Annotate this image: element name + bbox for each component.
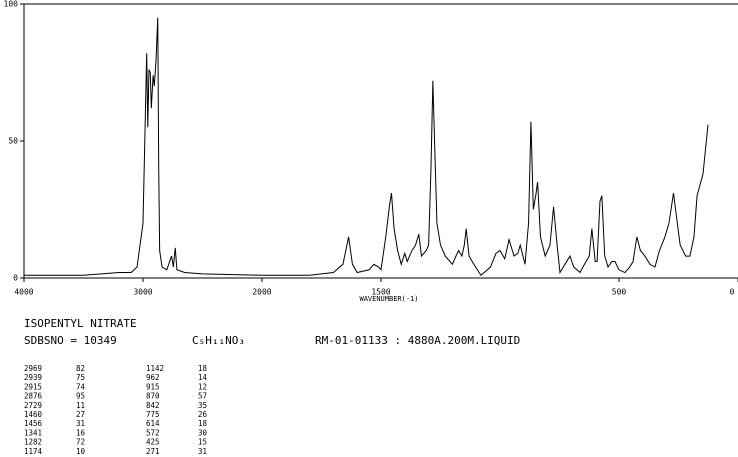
compound-name: ISOPENTYL NITRATE (24, 317, 137, 330)
x-tick-label: 0 (730, 288, 735, 297)
y-tick-label: 0 (13, 274, 18, 283)
peak-intensity: 18 (198, 364, 208, 373)
peak-wavenumber: 775 (146, 410, 160, 419)
peak-wavenumber: 2729 (24, 401, 42, 410)
peak-wavenumber: 870 (146, 392, 160, 401)
x-tick-label: 500 (612, 288, 627, 297)
x-axis-label: WAVENUMBER(-1) (359, 295, 418, 303)
x-tick-label: 1500 (371, 288, 390, 297)
peak-wavenumber: 572 (146, 428, 160, 437)
x-tick-label: 3000 (133, 288, 152, 297)
peak-wavenumber: 1341 (24, 428, 42, 437)
peak-wavenumber: 1282 (24, 438, 42, 447)
peak-intensity: 10 (76, 447, 86, 456)
conditions: RM-01-01133 : 4880A.200M.LIQUID (315, 334, 520, 347)
peak-intensity: 27 (76, 410, 85, 419)
x-tick-label: 2000 (252, 288, 271, 297)
peak-intensity: 72 (76, 438, 85, 447)
peak-wavenumber: 2915 (24, 382, 42, 391)
peak-intensity: 31 (76, 419, 85, 428)
peak-intensity: 75 (76, 373, 85, 382)
peak-wavenumber: 915 (146, 382, 160, 391)
peak-wavenumber: 962 (146, 373, 160, 382)
peak-wavenumber: 271 (146, 447, 160, 456)
peak-intensity: 15 (198, 438, 207, 447)
peak-wavenumber: 1142 (146, 364, 164, 373)
peak-wavenumber: 2939 (24, 373, 42, 382)
peak-intensity: 16 (76, 428, 86, 437)
peak-intensity: 30 (198, 428, 208, 437)
peak-wavenumber: 2876 (24, 392, 43, 401)
peak-intensity: 11 (76, 401, 85, 410)
peak-intensity: 31 (198, 447, 207, 456)
peak-intensity: 74 (76, 382, 86, 391)
spectrum-line (24, 17, 709, 277)
peak-wavenumber: 1460 (24, 410, 43, 419)
peak-intensity: 57 (198, 392, 207, 401)
peak-intensity: 12 (198, 382, 207, 391)
peak-wavenumber: 842 (146, 401, 160, 410)
peak-intensity: 18 (198, 419, 208, 428)
peak-intensity: 35 (198, 401, 207, 410)
peak-wavenumber: 425 (146, 438, 160, 447)
peak-intensity: 26 (198, 410, 208, 419)
y-tick-label: 100 (4, 0, 19, 9)
sdbs-number: SDBSNO = 10349 (24, 334, 117, 347)
peak-wavenumber: 2969 (24, 364, 42, 373)
peak-wavenumber: 614 (146, 419, 160, 428)
peak-intensity: 14 (198, 373, 208, 382)
formula: C₅H₁₁NO₃ (192, 334, 245, 347)
peak-intensity: 82 (76, 364, 85, 373)
y-tick-label: 50 (8, 137, 18, 146)
peak-wavenumber: 1174 (24, 447, 43, 456)
peak-wavenumber: 1456 (24, 419, 43, 428)
x-tick-label: 4000 (14, 288, 33, 297)
peak-intensity: 95 (76, 392, 85, 401)
